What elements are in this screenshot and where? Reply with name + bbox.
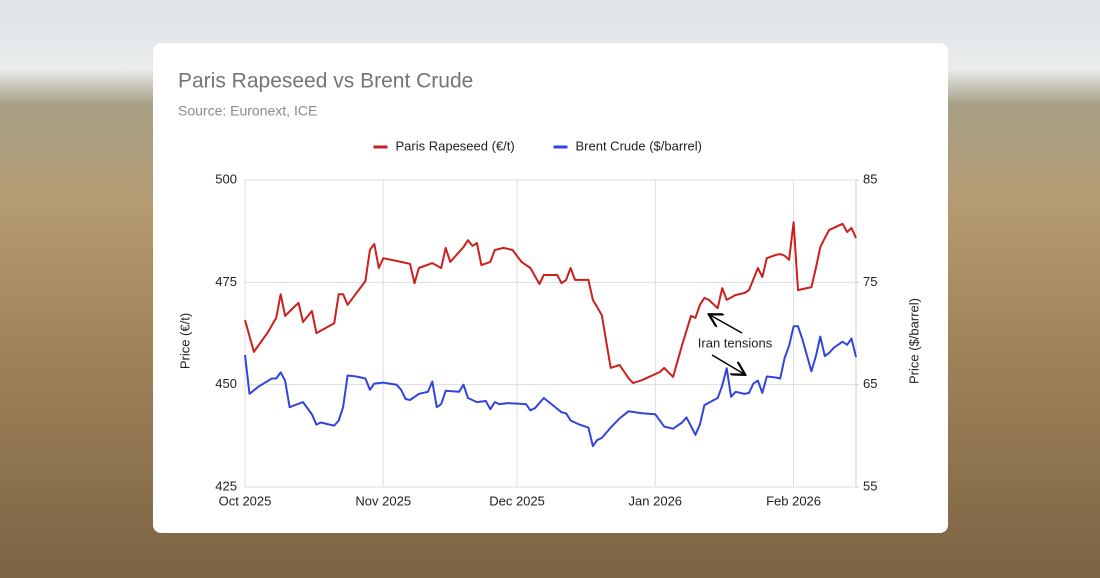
chart-card <box>153 43 948 533</box>
y-tick-label: 500 <box>215 171 237 186</box>
y-tick-label: 425 <box>215 478 237 493</box>
legend-label: Paris Rapeseed (€/t) <box>396 138 515 153</box>
legend-label: Brent Crude ($/barrel) <box>576 138 702 153</box>
y-tick-label: 450 <box>215 376 237 391</box>
chart-subtitle: Source: Euronext, ICE <box>178 103 317 119</box>
annotation: Iran tensions <box>698 335 773 350</box>
y2-tick-label: 85 <box>863 171 877 186</box>
x-tick-label: Feb 2026 <box>766 493 821 508</box>
series-line <box>244 221 857 384</box>
x-tick-label: Oct 2025 <box>219 493 272 508</box>
x-tick-label: Jan 2026 <box>629 493 683 508</box>
y2-axis-title: Price ($/barrel) <box>906 298 921 384</box>
x-tick-label: Dec 2025 <box>489 493 545 508</box>
y2-tick-label: 75 <box>863 274 877 289</box>
annotation-arrow <box>711 354 744 374</box>
y-tick-label: 475 <box>215 274 237 289</box>
y2-tick-label: 55 <box>863 478 877 493</box>
y-axis-title: Price (€/t) <box>177 313 192 369</box>
annotation-arrow <box>710 315 743 334</box>
y2-tick-label: 65 <box>863 376 877 391</box>
plot-frame <box>244 179 857 488</box>
chart-title: Paris Rapeseed vs Brent Crude <box>178 70 473 93</box>
series-line <box>244 325 857 448</box>
x-tick-label: Nov 2025 <box>355 493 411 508</box>
